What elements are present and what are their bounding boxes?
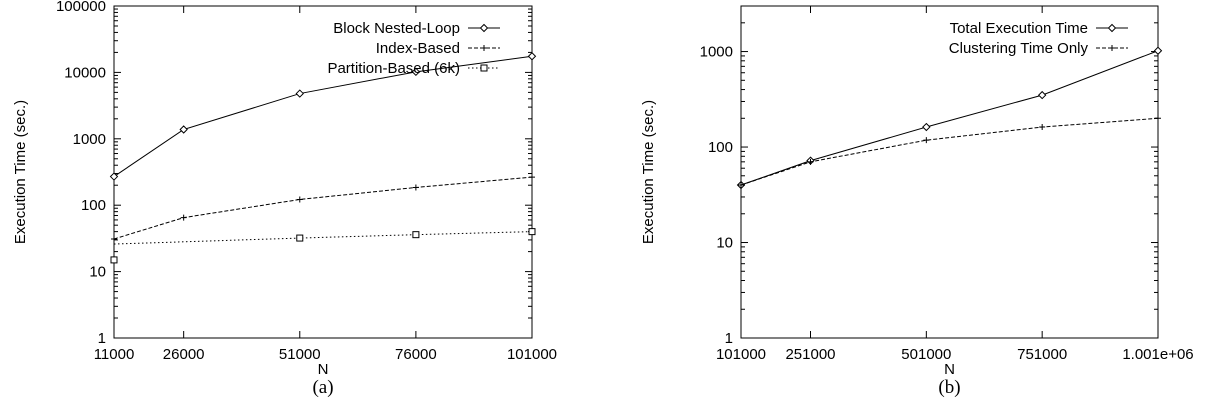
plot-frame	[113, 5, 533, 339]
data-point-1	[180, 214, 187, 221]
y-tick-label: 10000	[64, 64, 106, 81]
data-point-1	[412, 184, 419, 191]
legend-label: Total Execution Time	[950, 20, 1088, 37]
y-tick-label: 1000	[700, 44, 733, 61]
legend-marker	[481, 45, 487, 51]
series-line-0	[740, 50, 1159, 186]
series-line-0	[113, 55, 533, 177]
chart-caption: (b)	[938, 377, 960, 398]
data-point-0	[411, 67, 421, 77]
x-tick-label: 76000	[395, 346, 437, 363]
data-point-0	[527, 52, 537, 61]
data-point-2	[110, 256, 118, 264]
data-point-1	[923, 137, 930, 144]
series-line-1	[113, 176, 533, 240]
x-tick-label: 501000	[901, 346, 951, 363]
plot-frame	[740, 5, 1159, 339]
x-tick-label: 101000	[507, 346, 557, 363]
data-point-2	[296, 234, 304, 242]
y-tick-label: 10	[89, 264, 106, 281]
legend-marker	[1109, 45, 1115, 51]
chart-caption: (a)	[312, 377, 333, 398]
data-point-1	[738, 182, 744, 189]
x-tick-label: 1.001e+06	[1122, 346, 1193, 363]
legend-marker	[480, 64, 488, 72]
data-point-2	[528, 228, 536, 236]
data-point-1	[111, 235, 117, 242]
data-point-0	[1153, 46, 1163, 55]
legend-marker	[479, 23, 489, 33]
y-tick-label: 1000	[73, 131, 106, 148]
y-tick-label: 100	[81, 197, 106, 214]
data-point-0	[109, 172, 119, 181]
data-point-0	[179, 125, 188, 134]
legend-label: Clustering Time Only	[949, 40, 1089, 57]
data-point-1	[529, 174, 535, 181]
series-line-1	[740, 117, 1159, 186]
data-point-0	[1037, 90, 1047, 100]
x-tick-label: 101000	[716, 346, 766, 363]
y-tick-label: 1	[98, 330, 106, 347]
data-point-2	[412, 231, 420, 239]
data-point-1	[807, 158, 814, 165]
legend-label: Partition-Based (6k)	[327, 60, 460, 77]
y-tick-label: 1	[725, 330, 733, 347]
y-tick-label: 100	[708, 139, 733, 156]
data-point-1	[1039, 124, 1046, 131]
x-tick-label: 251000	[785, 346, 835, 363]
y-tick-label: 10	[716, 235, 733, 252]
x-axis-label: N	[944, 361, 955, 378]
data-point-1	[1155, 115, 1161, 122]
data-point-0	[295, 89, 304, 98]
x-tick-label: 51000	[279, 346, 321, 363]
x-tick-label: 26000	[163, 346, 205, 363]
y-axis-label: Execution Time (sec.)	[640, 100, 657, 244]
data-point-1	[296, 196, 303, 203]
y-tick-label: 100000	[56, 0, 106, 15]
series-line-2	[113, 231, 533, 245]
legend-label: Block Nested-Loop	[333, 20, 460, 37]
x-tick-label: 751000	[1017, 346, 1067, 363]
x-axis-label: N	[318, 361, 329, 378]
y-axis-label: Execution Time (sec.)	[12, 100, 29, 244]
legend-marker	[1107, 23, 1117, 33]
legend-label: Index-Based	[376, 40, 460, 57]
x-tick-label: 11000	[94, 346, 135, 363]
data-point-0	[922, 122, 931, 132]
